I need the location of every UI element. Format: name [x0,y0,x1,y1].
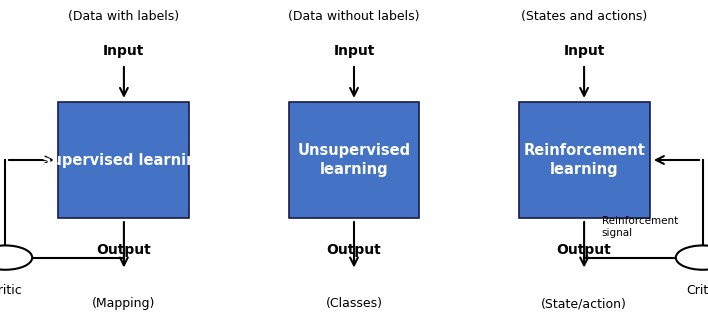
FancyBboxPatch shape [518,102,650,218]
FancyBboxPatch shape [289,102,419,218]
Text: Output: Output [326,243,382,257]
Text: Critic: Critic [0,284,22,297]
Text: (Mapping): (Mapping) [92,297,156,310]
Text: Input: Input [564,44,605,58]
FancyBboxPatch shape [58,102,189,218]
Text: Input: Input [333,44,375,58]
Circle shape [0,245,33,270]
Text: Output: Output [96,243,152,257]
Text: (State/action): (State/action) [541,297,627,310]
Text: Supervised learning: Supervised learning [41,153,207,167]
Text: Reinforcement
signal: Reinforcement signal [602,216,678,238]
Text: Critic: Critic [686,284,708,297]
Text: Output: Output [556,243,612,257]
Text: Reinforcement
learning: Reinforcement learning [523,143,645,177]
Text: Input: Input [103,44,144,58]
Text: (Classes): (Classes) [326,297,382,310]
Text: (Data with labels): (Data with labels) [69,10,179,23]
Text: (States and actions): (States and actions) [521,10,647,23]
Text: Unsupervised
learning: Unsupervised learning [297,143,411,177]
Circle shape [675,245,708,270]
Text: (Data without labels): (Data without labels) [288,10,420,23]
